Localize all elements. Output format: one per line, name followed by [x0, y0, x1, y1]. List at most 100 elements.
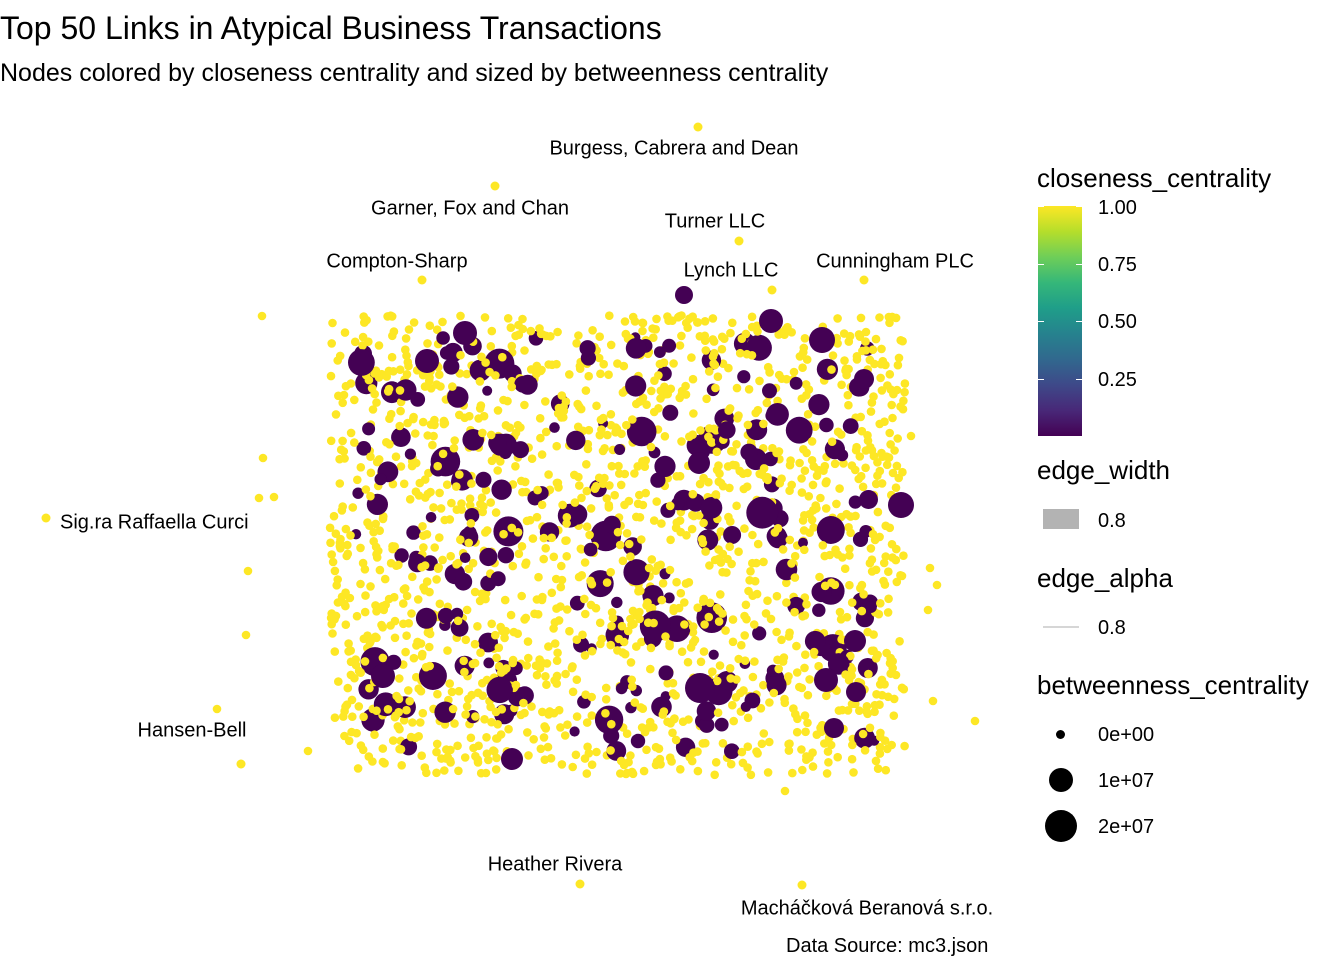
- leaf-node: [802, 755, 811, 764]
- leaf-node: [413, 637, 422, 647]
- leaf-node: [533, 485, 542, 495]
- leaf-node: [727, 559, 736, 569]
- leaf-node: [702, 394, 711, 404]
- leaf-node: [388, 479, 398, 489]
- hub-node: [737, 370, 751, 384]
- leaf-node: [568, 662, 577, 671]
- leaf-node: [619, 760, 629, 770]
- leaf-node: [795, 458, 804, 468]
- node-label: Sig.ra Raffaella Curci: [60, 511, 249, 533]
- leaf-node: [728, 637, 738, 647]
- leaf-node: [854, 330, 864, 339]
- leaf-node: [877, 675, 887, 685]
- leaf-node: [618, 648, 627, 657]
- leaf-node: [423, 431, 433, 440]
- leaf-node: [511, 331, 520, 341]
- leaf-node: [712, 447, 722, 457]
- leaf-node: [873, 507, 883, 517]
- leaf-node: [704, 477, 713, 487]
- leaf-node: [689, 511, 699, 521]
- leaf-node: [460, 667, 469, 677]
- leaf-node: [718, 739, 728, 748]
- leaf-node: [788, 768, 797, 778]
- leaf-node: [454, 766, 463, 776]
- leaf-node: [803, 410, 813, 419]
- leaf-node: [346, 657, 356, 667]
- leaf-node: [881, 765, 891, 775]
- leaf-node: [607, 461, 617, 471]
- leaf-node: [822, 691, 831, 701]
- leaf-node: [824, 758, 833, 767]
- leaf-node: [713, 708, 723, 717]
- leaf-node: [669, 359, 678, 368]
- leaf-node: [425, 629, 435, 639]
- colorbar-tick: [1076, 264, 1082, 265]
- leaf-node: [326, 538, 335, 548]
- leaf-node: [443, 646, 452, 655]
- leaf-node: [831, 545, 840, 554]
- leaf-node: [841, 670, 850, 679]
- leaf-node: [520, 615, 529, 624]
- leaf-node: [640, 462, 650, 472]
- hub-node: [453, 321, 477, 345]
- leaf-node: [868, 345, 878, 355]
- hub-node: [352, 487, 364, 499]
- leaf-node: [734, 547, 743, 556]
- leaf-node: [739, 484, 749, 494]
- leaf-node: [348, 712, 357, 721]
- leaf-node: [815, 572, 824, 582]
- leaf-node: [763, 596, 772, 605]
- leaf-node: [426, 420, 436, 429]
- leaf-node: [693, 747, 702, 756]
- leaf-node: [516, 710, 526, 720]
- leaf-node: [681, 390, 691, 399]
- leaf-node: [849, 768, 858, 777]
- leaf-node: [865, 723, 875, 733]
- leaf-node: [385, 440, 394, 449]
- hub-node: [497, 547, 515, 564]
- betweenness-tick-label: 0e+00: [1098, 724, 1155, 746]
- leaf-node: [408, 414, 418, 424]
- leaf-node: [657, 595, 667, 605]
- leaf-node: [787, 480, 796, 490]
- leaf-node: [370, 389, 380, 399]
- leaf-node: [728, 318, 737, 328]
- leaf-node: [847, 598, 857, 607]
- leaf-node: [602, 578, 612, 587]
- hub-node: [824, 718, 844, 738]
- leaf-node: [759, 729, 769, 738]
- leaf-node: [360, 607, 370, 617]
- leaf-node: [740, 611, 749, 621]
- leaf-node: [888, 413, 897, 423]
- hub-node: [724, 743, 740, 759]
- leaf-node: [790, 607, 799, 617]
- leaf-node: [517, 476, 526, 486]
- leaf-node: [465, 494, 475, 504]
- leaf-node: [649, 333, 658, 343]
- leaf-node: [507, 341, 517, 351]
- outlier-node: [925, 563, 935, 573]
- leaf-node: [452, 482, 461, 491]
- leaf-node: [693, 603, 702, 612]
- hub-node: [566, 504, 588, 525]
- leaf-node: [454, 686, 464, 696]
- leaf-node: [478, 428, 487, 438]
- leaf-node: [801, 727, 810, 737]
- leaf-node: [360, 657, 370, 666]
- leaf-node: [547, 360, 557, 370]
- leaf-node: [792, 727, 802, 737]
- leaf-node: [787, 328, 796, 337]
- leaf-node: [751, 408, 760, 418]
- leaf-node: [346, 379, 356, 388]
- leaf-node: [875, 700, 884, 709]
- leaf-node: [729, 716, 738, 726]
- leaf-node: [509, 627, 519, 637]
- leaf-node: [747, 351, 757, 360]
- leaf-node: [649, 516, 659, 525]
- leaf-node: [792, 668, 802, 677]
- closeness-tick-label: 1.00: [1098, 197, 1137, 219]
- leaf-node: [706, 437, 716, 447]
- leaf-node: [855, 706, 864, 715]
- leaf-node: [411, 487, 421, 497]
- leaf-node: [615, 540, 625, 550]
